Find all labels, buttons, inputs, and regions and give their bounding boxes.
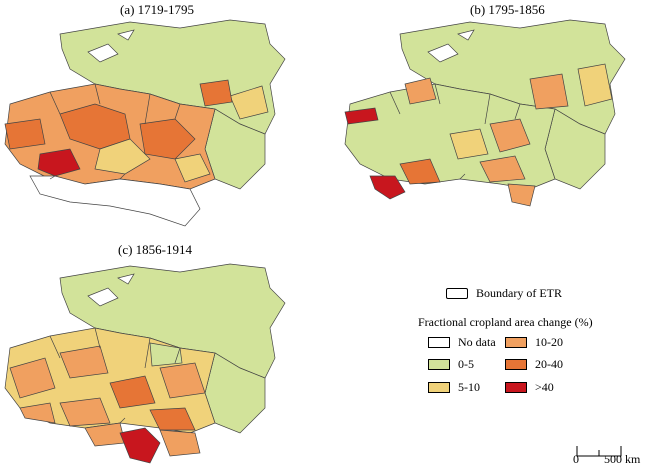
legend-label: No data — [458, 335, 496, 349]
panel-b-title: (b) 1795-1856 — [470, 2, 545, 17]
legend-boundary: Boundary of ETR — [446, 286, 562, 301]
legend-swatch — [505, 337, 527, 348]
legend-title: Fractional cropland area change (%) — [418, 315, 593, 329]
map-panel-c — [4, 263, 286, 464]
scale-zero: 0 — [573, 452, 579, 466]
boundary-label: Boundary of ETR — [476, 286, 562, 300]
region-red-west — [344, 107, 379, 125]
legend-label: 20-40 — [535, 357, 563, 371]
legend-swatch — [428, 337, 450, 348]
legend-swatch — [428, 382, 450, 393]
legend-item-nodata: No data — [428, 335, 496, 350]
legend-item-gt40: >40 — [505, 380, 554, 395]
legend-swatch — [428, 359, 450, 370]
legend-label: 5-10 — [458, 380, 480, 394]
scale-end: 500 km — [604, 452, 641, 466]
legend-swatch — [505, 382, 527, 393]
panel-c-title: (c) 1856-1914 — [118, 242, 193, 257]
legend-label: 10-20 — [535, 335, 563, 349]
legend-item-0-5: 0-5 — [428, 357, 474, 372]
legend-item-10-20: 10-20 — [505, 335, 563, 350]
panel-a-title: (a) 1719-1795 — [120, 2, 195, 17]
legend-label: >40 — [535, 380, 554, 394]
region-red-south — [369, 175, 406, 200]
map-panel-b — [344, 19, 626, 207]
region-red — [119, 427, 161, 464]
scale-bar — [576, 446, 622, 457]
legend-item-5-10: 5-10 — [428, 380, 480, 395]
boundary-swatch — [446, 288, 468, 299]
legend-label: 0-5 — [458, 357, 474, 371]
map-panel-a — [4, 19, 286, 227]
region-nodata — [29, 175, 201, 227]
region-red — [37, 148, 81, 177]
legend-swatch — [505, 359, 527, 370]
legend-item-20-40: 20-40 — [505, 357, 563, 372]
